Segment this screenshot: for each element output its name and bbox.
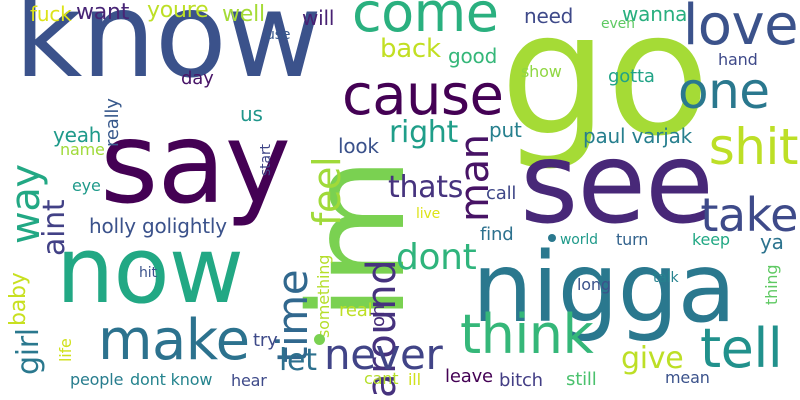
word-dont: dont (396, 237, 477, 278)
word-dont-know: dont know (130, 370, 213, 389)
word-aint: aint (37, 199, 72, 256)
word-know: know (14, 0, 322, 104)
word-call: call (486, 183, 517, 204)
word-turn: turn (616, 230, 649, 249)
word-even: even (601, 16, 635, 32)
word-day: day (181, 68, 214, 89)
word-back: back (380, 34, 441, 64)
word-still: still (566, 369, 597, 390)
word-gotta: gotta (608, 66, 655, 87)
word-tell: tell (700, 317, 783, 380)
word-us: us (240, 102, 263, 126)
word-never: never (324, 330, 443, 379)
word-life: life (56, 338, 75, 362)
word-people: people (70, 370, 124, 389)
word-find: find (480, 224, 514, 245)
word-fuck: fuck (30, 2, 72, 26)
word-paul-varjak: paul varjak (583, 124, 693, 148)
word-use: use (266, 27, 291, 43)
word-wanna: wanna (622, 2, 688, 26)
word-look: look (338, 134, 379, 158)
word-cause: cause (342, 63, 504, 128)
word-give: give (621, 341, 684, 376)
word-good: good (448, 44, 498, 68)
word-now: now (56, 217, 244, 324)
word-oh: oh (368, 304, 389, 327)
word-hand: hand (718, 50, 758, 69)
word-mean: mean (665, 368, 710, 387)
word-nigga: nigga (472, 232, 736, 344)
word-take: take (700, 188, 798, 242)
word-cant: cant (364, 369, 399, 388)
word-talk: talk (653, 270, 679, 286)
word-put: put (489, 118, 522, 142)
word-shit: shit (708, 118, 799, 176)
word-hear: hear (231, 371, 267, 390)
word-say: say (100, 99, 291, 229)
word-right: right (389, 115, 458, 150)
word-name: name (60, 140, 105, 159)
word-will: will (302, 6, 335, 30)
word-girl: girl (11, 328, 46, 375)
word-live: live (416, 206, 441, 222)
word-youre: youre (147, 0, 209, 23)
word-want: want (76, 0, 130, 25)
word-something: something (314, 254, 333, 338)
word-go: go (500, 0, 710, 174)
word-show: show (521, 62, 562, 81)
word-feel: feel (305, 156, 349, 226)
word-one: one (678, 62, 770, 120)
word-bitch: bitch (499, 370, 543, 391)
word-thing: thing (762, 264, 781, 305)
word-leave: leave (445, 366, 493, 387)
word-come: come (352, 0, 499, 44)
word-start: start (258, 144, 274, 176)
word-ya: ya (760, 230, 784, 254)
word-yeah: yeah (53, 123, 102, 147)
word-well: well (222, 2, 265, 27)
decorative-dot (314, 334, 325, 345)
word-baby: baby (6, 272, 31, 326)
word-let: let (279, 343, 317, 378)
word-holly-golightly: holly golightly (89, 214, 227, 238)
word-thats: thats (388, 170, 464, 205)
word-think: think (460, 303, 594, 366)
word-try: try (253, 330, 278, 351)
word-eye: eye (72, 176, 101, 195)
word-world: world (560, 232, 598, 248)
word-see: see (520, 119, 714, 249)
word-ill: ill (408, 370, 421, 389)
word-make: make (98, 308, 250, 373)
word-love: love (682, 0, 799, 58)
word-keep: keep (692, 230, 730, 249)
word-really: really (102, 98, 123, 147)
word-hit: hit (139, 265, 157, 281)
word-real: real (339, 300, 373, 321)
word-need: need (524, 4, 574, 28)
decorative-dot (548, 234, 556, 242)
word-long: long (577, 275, 611, 294)
